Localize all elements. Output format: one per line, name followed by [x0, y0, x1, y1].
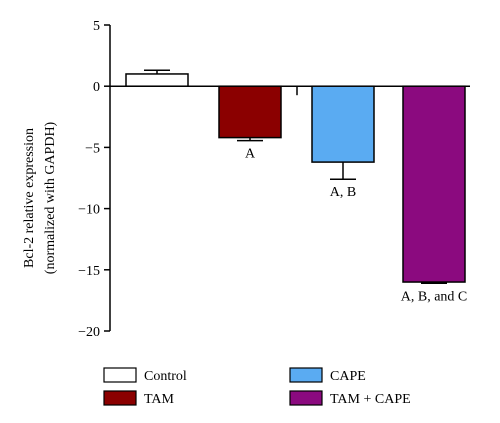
legend: Control TAM CAPE TAM + CAPE: [103, 367, 411, 407]
y-tick-label: −5: [85, 141, 100, 156]
y-tick-label: −15: [78, 264, 100, 279]
bar-1: [218, 85, 282, 139]
y-axis: 5 0 −5 −10 −15 −20: [78, 19, 470, 340]
bar-annotations: A A, B A, B, and C: [245, 147, 467, 305]
y-tick-label: 5: [93, 19, 100, 34]
bar-annotation-1: A: [245, 147, 256, 162]
legend-label-1: TAM: [144, 392, 175, 407]
y-tick-label: −10: [78, 203, 100, 218]
legend-swatch-2: [289, 367, 323, 383]
y-tick-label: 0: [93, 80, 100, 95]
bar-0: [125, 73, 189, 87]
legend-label-0: Control: [144, 369, 187, 384]
bars: [125, 69, 466, 285]
legend-swatch-0: [103, 367, 137, 383]
bar-3: [402, 85, 466, 283]
bar-annotation-2: A, B: [330, 185, 356, 200]
y-axis-title-line2: (normalized with GAPDH): [43, 121, 58, 274]
legend-swatch-1: [103, 390, 137, 406]
bar-annotation-3: A, B, and C: [401, 289, 468, 304]
y-axis-title-line1: Bcl-2 relative expression: [22, 128, 37, 268]
legend-label-3: TAM + CAPE: [330, 392, 411, 407]
y-tick-label: −20: [78, 325, 100, 340]
legend-swatch-3: [289, 390, 323, 406]
bar-2: [311, 85, 375, 163]
legend-label-2: CAPE: [330, 369, 366, 384]
